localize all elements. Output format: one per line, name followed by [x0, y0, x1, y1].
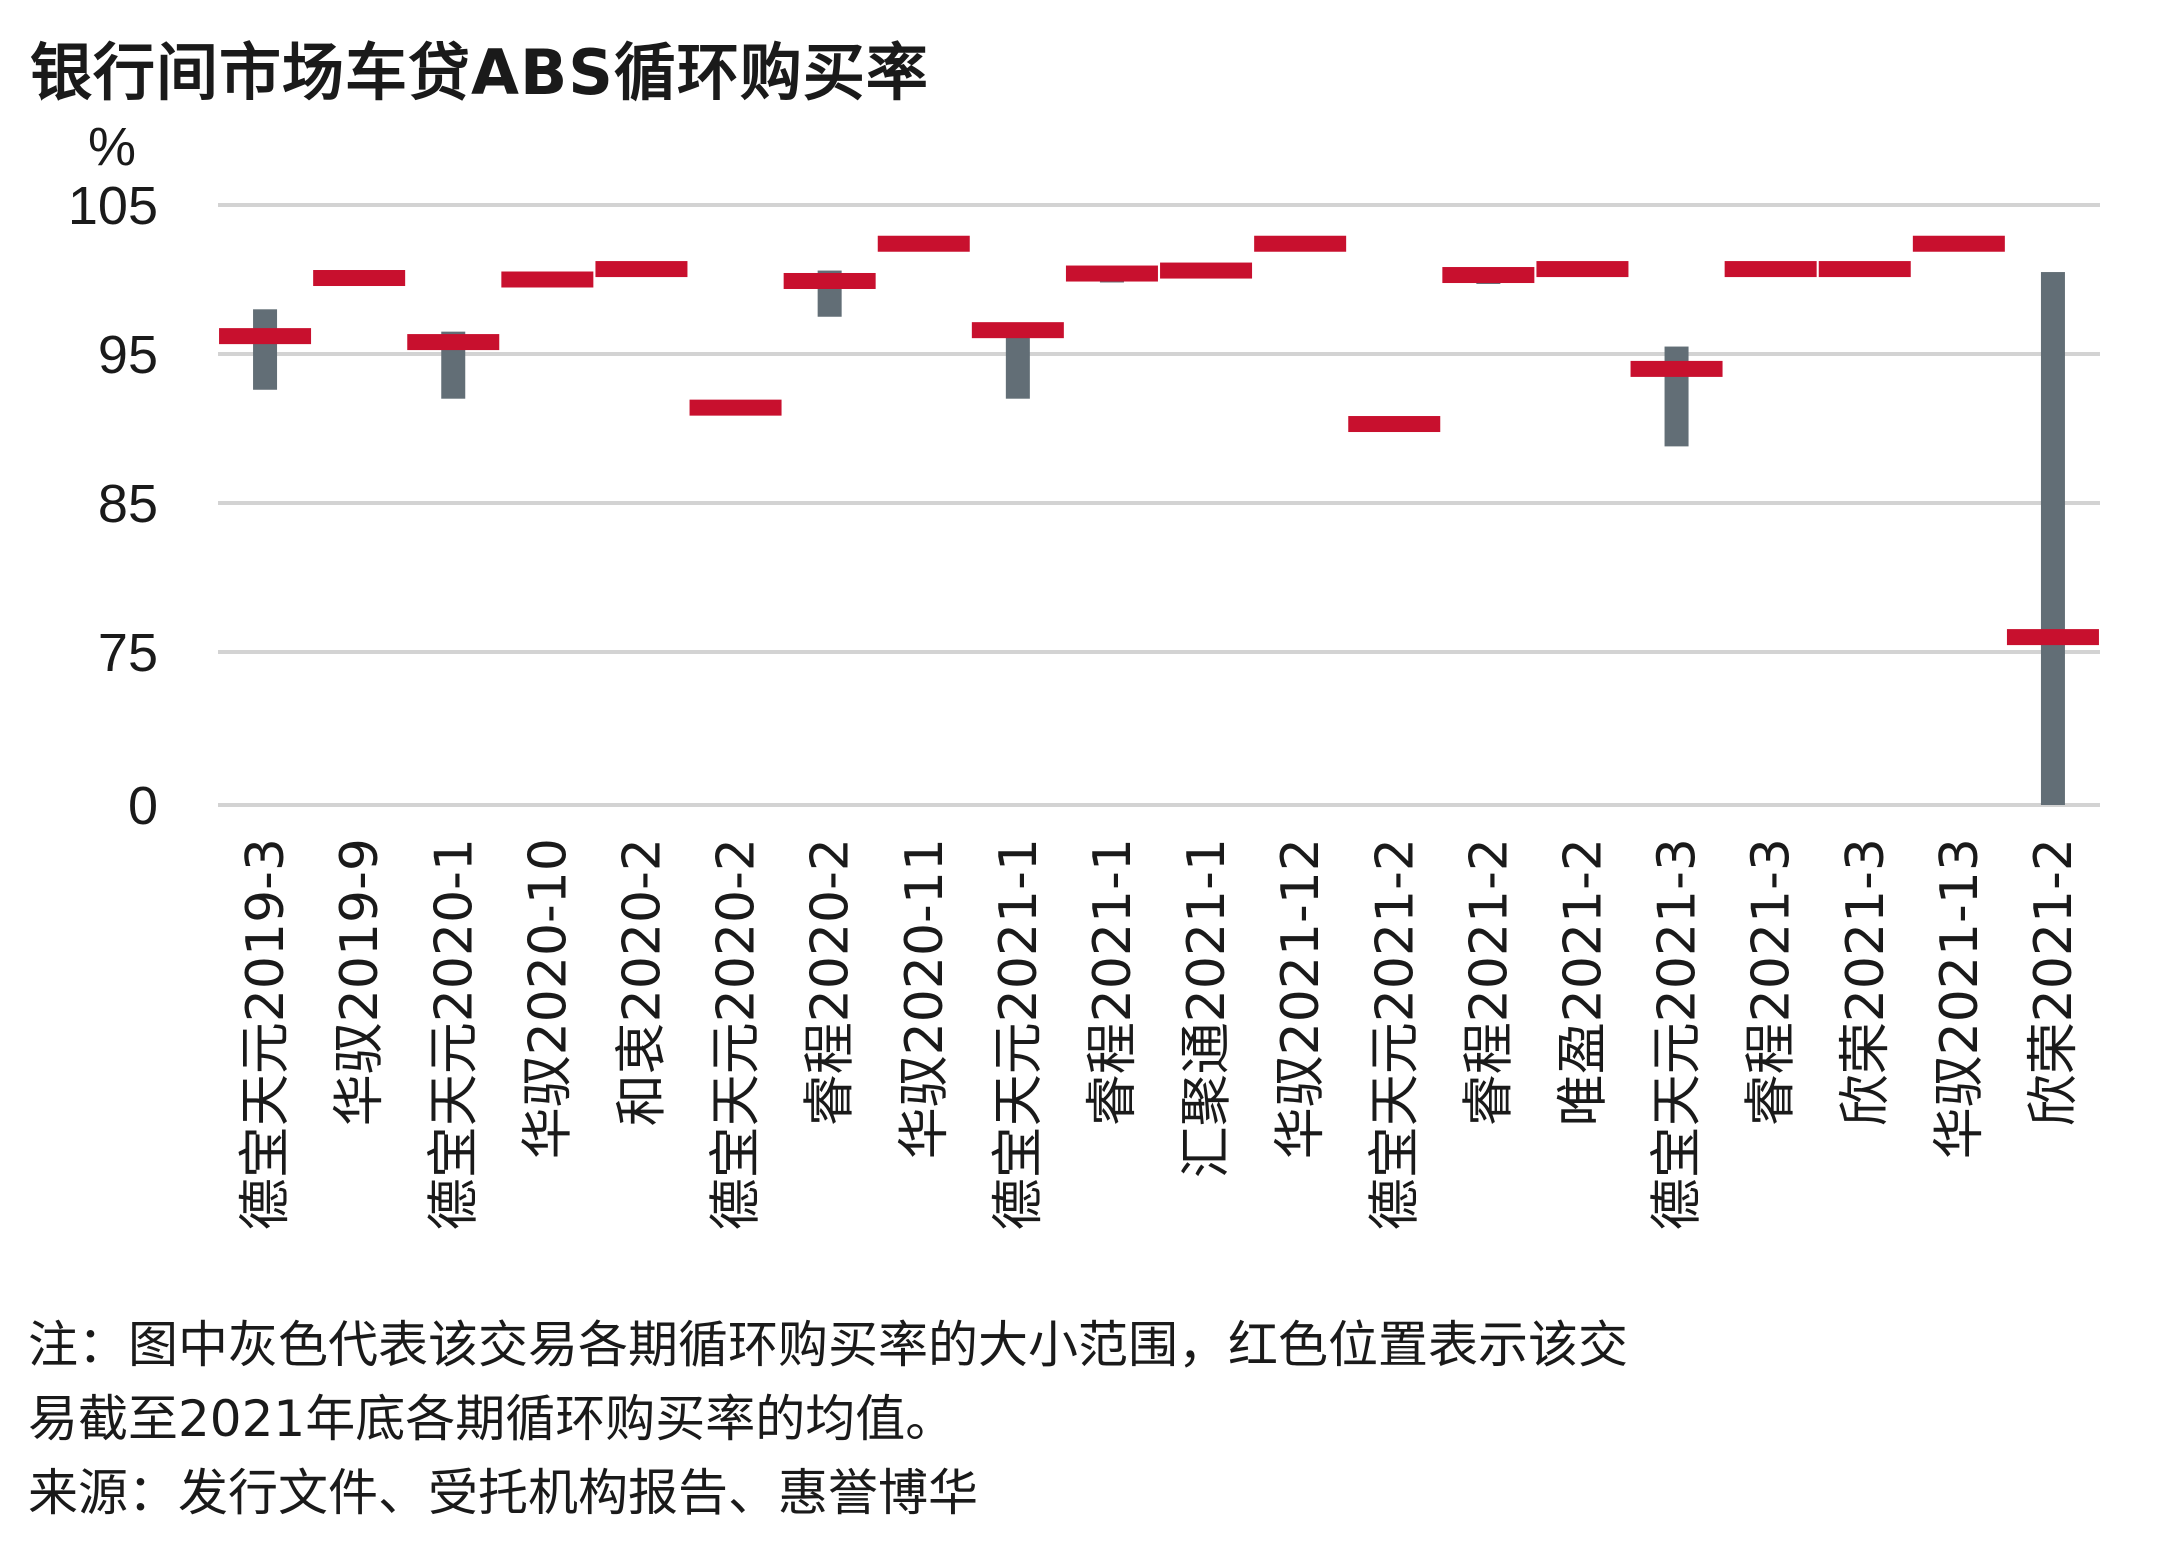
x-tick-label: 德宝天元2020-1	[424, 838, 484, 1230]
mean-markers	[219, 235, 2099, 646]
chart: 0 75 85 95 105 % 德宝天元2019-3 华驭2019-9 德宝天元2020-…	[68, 117, 2100, 1230]
note-line-2: 易截至2021年底各期循环购买率的均值。	[28, 1390, 956, 1448]
range-bars	[253, 270, 2065, 805]
x-tick-label: 华驭2020-11	[895, 838, 955, 1159]
mean-marker	[877, 235, 970, 252]
mean-marker	[2006, 629, 2099, 646]
y-tick-75: 75	[98, 623, 158, 683]
mean-marker	[1160, 262, 1253, 279]
x-tick-label: 华驭2021-12	[1271, 838, 1331, 1159]
y-tick-85: 85	[98, 474, 158, 534]
x-tick-label: 和衷2020-2	[612, 838, 672, 1126]
mean-marker	[783, 272, 876, 289]
y-tick-0: 0	[128, 776, 158, 836]
note-line-1: 注：图中灰色代表该交易各期循环购买率的大小范围，红色位置表示该交	[28, 1316, 1628, 1374]
y-tick-95: 95	[98, 325, 158, 385]
x-tick-label: 欣荣2021-3	[1836, 838, 1896, 1126]
chart-title: 银行间市场车贷ABS循环购买率	[30, 36, 929, 109]
x-tick-label: 华驭2019-9	[330, 838, 390, 1126]
y-axis-ticks: 0 75 85 95 105	[68, 176, 158, 836]
mean-marker	[971, 322, 1064, 339]
x-tick-label: 睿程2021-3	[1742, 838, 1802, 1126]
mean-marker	[1536, 261, 1629, 278]
mean-marker	[689, 399, 782, 416]
mean-marker	[1630, 360, 1723, 377]
mean-marker	[313, 270, 406, 287]
x-tick-label: 德宝天元2021-1	[989, 838, 1049, 1230]
x-tick-label: 欣荣2021-2	[2024, 838, 2084, 1126]
mean-marker	[1912, 235, 2005, 252]
x-tick-label: 唯盈2021-2	[1553, 838, 1613, 1126]
x-tick-label: 德宝天元2021-2	[1365, 838, 1425, 1230]
range-bar	[253, 309, 278, 390]
x-tick-label: 华驭2021-13	[1930, 838, 1990, 1159]
mean-marker	[1348, 416, 1441, 433]
mean-marker	[1724, 261, 1817, 278]
x-tick-label: 睿程2020-2	[801, 838, 861, 1126]
mean-marker	[595, 261, 688, 278]
gridlines	[218, 203, 2100, 807]
x-tick-label: 德宝天元2020-2	[707, 838, 767, 1230]
mean-marker	[1065, 265, 1158, 282]
mean-marker	[407, 334, 500, 351]
range-bar	[2040, 272, 2065, 805]
x-tick-label: 睿程2021-1	[1083, 838, 1143, 1126]
y-tick-105: 105	[68, 176, 158, 236]
y-axis-unit: %	[88, 117, 136, 177]
x-tick-label: 德宝天元2019-3	[236, 838, 296, 1230]
source-line: 来源：发行文件、受托机构报告、惠誉博华	[28, 1464, 978, 1522]
mean-marker	[501, 271, 594, 288]
mean-marker	[1254, 235, 1347, 252]
x-tick-label: 德宝天元2021-3	[1648, 838, 1708, 1230]
notes: 注：图中灰色代表该交易各期循环购买率的大小范围，红色位置表示该交 易截至2021…	[28, 1308, 2168, 1530]
mean-marker	[219, 328, 312, 345]
mean-marker	[1442, 267, 1535, 284]
x-tick-label: 睿程2021-2	[1459, 838, 1519, 1126]
x-tick-label: 汇聚通2021-1	[1177, 838, 1237, 1178]
mean-marker	[1818, 261, 1911, 278]
x-tick-label: 华驭2020-10	[518, 838, 578, 1159]
x-axis-labels: 德宝天元2019-3 华驭2019-9 德宝天元2020-1 华驭2020-10 和衷2…	[236, 838, 2084, 1230]
